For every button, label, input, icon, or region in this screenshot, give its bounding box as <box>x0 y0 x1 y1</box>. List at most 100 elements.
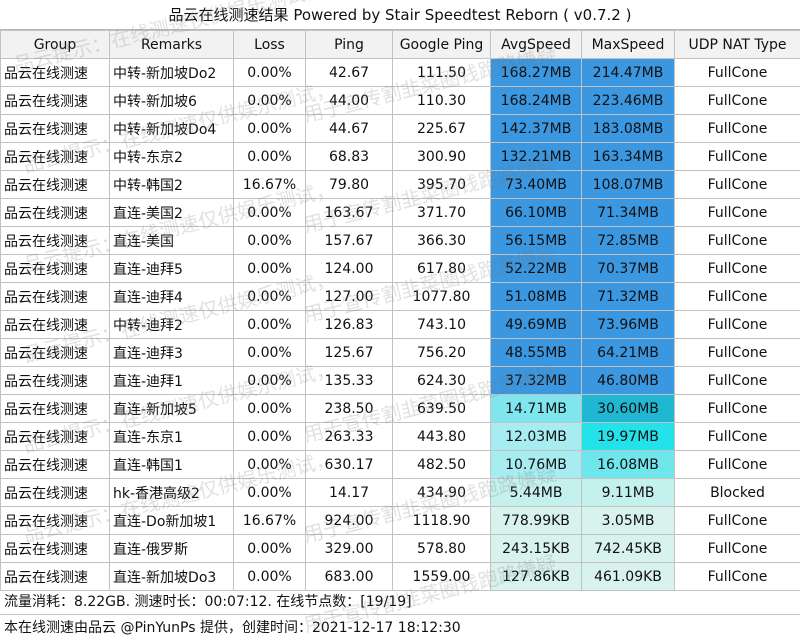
avg-speed-cell: 66.10MB <box>490 198 582 227</box>
group-cell: 品云在线测速 <box>0 58 110 87</box>
avg-speed-cell: 778.99KB <box>490 506 582 535</box>
group-cell: 品云在线测速 <box>0 254 110 283</box>
avg-speed-cell: 56.15MB <box>490 226 582 255</box>
avg-speed-cell: 168.27MB <box>490 58 582 87</box>
nat-type-cell: FullCone <box>674 282 800 311</box>
max-speed-cell: 19.97MB <box>581 422 675 451</box>
remarks-cell: 直连-韩国1 <box>109 450 234 479</box>
table-row: 品云在线测速 直连-迪拜3 0.00% 125.67 756.20 48.55MB 64.2… <box>0 338 800 367</box>
avg-speed-cell: 49.69MB <box>490 310 582 339</box>
table-row: 品云在线测速 直连-新加坡Do3 0.00% 683.00 1559.00 127.86K… <box>0 562 800 591</box>
google-ping-cell: 617.80 <box>392 254 491 283</box>
nat-type-cell: FullCone <box>674 226 800 255</box>
google-ping-cell: 110.30 <box>392 86 491 115</box>
remarks-cell: 直连-迪拜1 <box>109 366 234 395</box>
max-speed-cell: 183.08MB <box>581 114 675 143</box>
group-cell: 品云在线测速 <box>0 562 110 591</box>
column-header: Google Ping <box>392 30 491 59</box>
table-row: 品云在线测速 直连-迪拜4 0.00% 127.00 1077.80 51.08MB 71.… <box>0 282 800 311</box>
avg-speed-cell: 51.08MB <box>490 282 582 311</box>
loss-cell: 0.00% <box>233 142 306 171</box>
column-header: UDP NAT Type <box>674 30 800 59</box>
group-cell: 品云在线测速 <box>0 114 110 143</box>
nat-type-cell: FullCone <box>674 310 800 339</box>
remarks-cell: 直连-Do新加坡1 <box>109 506 234 535</box>
remarks-cell: 直连-俄罗斯 <box>109 534 234 563</box>
table-row: 品云在线测速 直连-韩国1 0.00% 630.17 482.50 10.76MB 16.0… <box>0 450 800 479</box>
nat-type-cell: FullCone <box>674 114 800 143</box>
max-speed-cell: 71.34MB <box>581 198 675 227</box>
max-speed-cell: 72.85MB <box>581 226 675 255</box>
ping-cell: 135.33 <box>305 366 393 395</box>
remarks-cell: 直连-美国2 <box>109 198 234 227</box>
ping-cell: 683.00 <box>305 562 393 591</box>
loss-cell: 0.00% <box>233 338 306 367</box>
nat-type-cell: FullCone <box>674 506 800 535</box>
nat-type-cell: FullCone <box>674 422 800 451</box>
nat-type-cell: FullCone <box>674 562 800 591</box>
remarks-cell: 中转-新加坡6 <box>109 86 234 115</box>
max-speed-cell: 742.45KB <box>581 534 675 563</box>
google-ping-cell: 366.30 <box>392 226 491 255</box>
loss-cell: 0.00% <box>233 254 306 283</box>
group-cell: 品云在线测速 <box>0 86 110 115</box>
column-header: AvgSpeed <box>490 30 582 59</box>
nat-type-cell: FullCone <box>674 338 800 367</box>
ping-cell: 924.00 <box>305 506 393 535</box>
remarks-cell: 中转-东京2 <box>109 142 234 171</box>
table-row: 品云在线测速 直连-Do新加坡1 16.67% 924.00 1118.90 778.99… <box>0 506 800 535</box>
column-header: MaxSpeed <box>581 30 675 59</box>
avg-speed-cell: 73.40MB <box>490 170 582 199</box>
table-row: 品云在线测速 直连-迪拜1 0.00% 135.33 624.30 37.32MB 46.8… <box>0 366 800 395</box>
loss-cell: 0.00% <box>233 86 306 115</box>
loss-cell: 0.00% <box>233 534 306 563</box>
loss-cell: 16.67% <box>233 506 306 535</box>
remarks-cell: 直连-迪拜5 <box>109 254 234 283</box>
loss-cell: 0.00% <box>233 310 306 339</box>
loss-cell: 0.00% <box>233 114 306 143</box>
google-ping-cell: 624.30 <box>392 366 491 395</box>
google-ping-cell: 578.80 <box>392 534 491 563</box>
avg-speed-cell: 243.15KB <box>490 534 582 563</box>
ping-cell: 68.83 <box>305 142 393 171</box>
ping-cell: 44.00 <box>305 86 393 115</box>
avg-speed-cell: 168.24MB <box>490 86 582 115</box>
loss-cell: 0.00% <box>233 58 306 87</box>
max-speed-cell: 3.05MB <box>581 506 675 535</box>
max-speed-cell: 108.07MB <box>581 170 675 199</box>
table-row: 品云在线测速 中转-新加坡Do4 0.00% 44.67 225.67 142.37MB 1… <box>0 114 800 143</box>
credit-line: 本在线测速由品云 @PinYunPs 提供，创建时间：2021-12-17 18… <box>4 620 461 636</box>
nat-type-cell: FullCone <box>674 254 800 283</box>
remarks-cell: hk-香港高级2 <box>109 478 234 507</box>
max-speed-cell: 64.21MB <box>581 338 675 367</box>
nat-type-cell: Blocked <box>674 478 800 507</box>
remarks-cell: 直连-东京1 <box>109 422 234 451</box>
max-speed-cell: 163.34MB <box>581 142 675 171</box>
table-row: 品云在线测速 中转-东京2 0.00% 68.83 300.90 132.21MB 163.… <box>0 142 800 171</box>
table-row: 品云在线测速 直连-新加坡5 0.00% 238.50 639.50 14.71MB 30.… <box>0 394 800 423</box>
nat-type-cell: FullCone <box>674 366 800 395</box>
group-cell: 品云在线测速 <box>0 170 110 199</box>
ping-cell: 44.67 <box>305 114 393 143</box>
footer-divider <box>0 614 800 615</box>
table-row: 品云在线测速 直连-迪拜5 0.00% 124.00 617.80 52.22MB 70.3… <box>0 254 800 283</box>
google-ping-cell: 395.70 <box>392 170 491 199</box>
google-ping-cell: 482.50 <box>392 450 491 479</box>
table-row: 品云在线测速 直连-美国2 0.00% 163.67 371.70 66.10MB 71.3… <box>0 198 800 227</box>
remarks-cell: 中转-韩国2 <box>109 170 234 199</box>
google-ping-cell: 443.80 <box>392 422 491 451</box>
google-ping-cell: 639.50 <box>392 394 491 423</box>
loss-cell: 16.67% <box>233 170 306 199</box>
remarks-cell: 直连-迪拜3 <box>109 338 234 367</box>
group-cell: 品云在线测速 <box>0 394 110 423</box>
remarks-cell: 直连-美国 <box>109 226 234 255</box>
max-speed-cell: 223.46MB <box>581 86 675 115</box>
avg-speed-cell: 142.37MB <box>490 114 582 143</box>
max-speed-cell: 461.09KB <box>581 562 675 591</box>
nat-type-cell: FullCone <box>674 142 800 171</box>
google-ping-cell: 371.70 <box>392 198 491 227</box>
loss-cell: 0.00% <box>233 422 306 451</box>
google-ping-cell: 1118.90 <box>392 506 491 535</box>
avg-speed-cell: 12.03MB <box>490 422 582 451</box>
table-row: 品云在线测速 中转-韩国2 16.67% 79.80 395.70 73.40MB 108.… <box>0 170 800 199</box>
